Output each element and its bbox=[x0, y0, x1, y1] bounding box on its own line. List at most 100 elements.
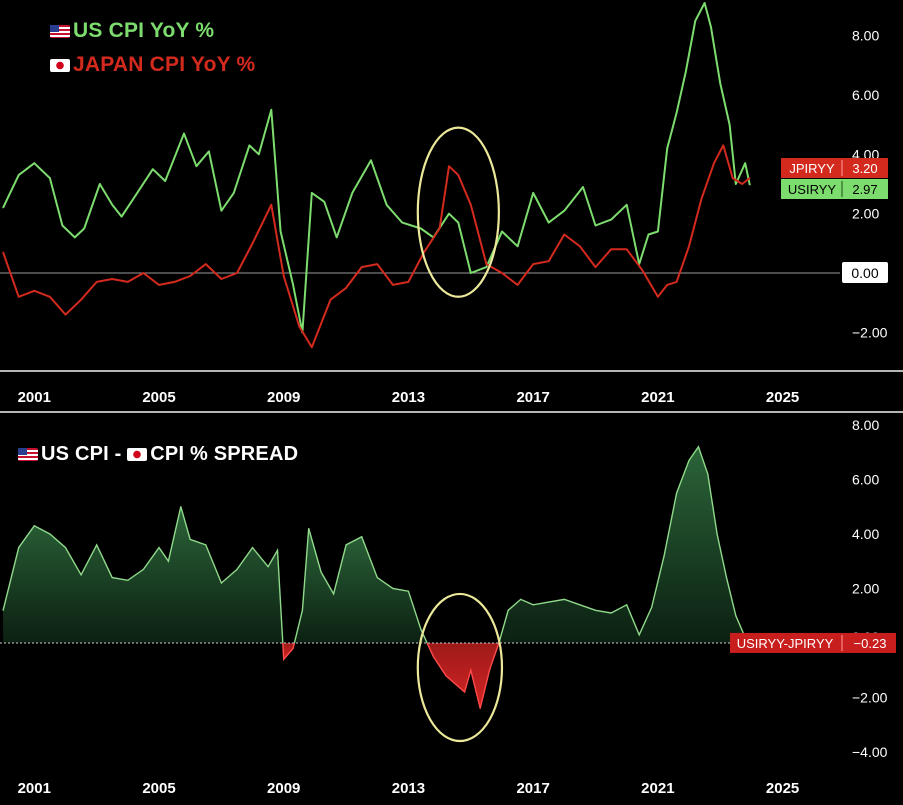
spread-data-point bbox=[292, 647, 294, 650]
data-point-usiryy bbox=[152, 168, 154, 170]
x-tick-label-bottom: 2013 bbox=[392, 780, 425, 797]
data-point-usiryy bbox=[548, 221, 550, 224]
data-point-usiryy bbox=[401, 221, 403, 224]
data-point-usiryy bbox=[647, 233, 650, 236]
data-point-usiryy bbox=[292, 284, 294, 286]
y-tick-label-top: 2.00 bbox=[852, 206, 879, 222]
y-tick-label-bottom: 2.00 bbox=[852, 580, 879, 596]
spread-data-point bbox=[716, 533, 718, 535]
x-tick-label-top: 2025 bbox=[766, 389, 799, 406]
data-point-usiryy bbox=[83, 227, 85, 230]
x-tick-label-bottom: 2005 bbox=[142, 780, 175, 797]
data-point-usiryy bbox=[208, 150, 210, 152]
legend-spread-part2: CPI % SPREAD bbox=[150, 443, 299, 465]
data-point-jpiryy bbox=[376, 263, 378, 265]
data-point-usiryy bbox=[704, 2, 706, 4]
data-point-jpiryy bbox=[722, 144, 724, 147]
data-point-usiryy bbox=[220, 210, 222, 212]
data-point-usiryy bbox=[594, 224, 597, 227]
data-point-usiryy bbox=[111, 204, 113, 206]
spread-data-point bbox=[320, 571, 322, 573]
data-point-usiryy bbox=[258, 153, 260, 155]
spread-data-point bbox=[520, 598, 522, 600]
data-point-usiryy bbox=[501, 230, 503, 233]
spread-data-point bbox=[127, 579, 129, 581]
badge-jpiryy bbox=[781, 158, 888, 178]
spread-data-point bbox=[507, 609, 509, 611]
data-point-jpiryy bbox=[741, 183, 743, 185]
data-point-jpiryy bbox=[470, 204, 472, 206]
y-tick-label-bottom: −4.00 bbox=[852, 744, 888, 760]
data-point-jpiryy bbox=[594, 266, 597, 268]
spread-data-point bbox=[420, 628, 422, 630]
spread-data-point bbox=[80, 574, 82, 576]
data-point-usiryy bbox=[33, 162, 35, 164]
data-point-usiryy bbox=[710, 26, 712, 28]
spread-data-point bbox=[345, 544, 347, 546]
spread-data-point bbox=[205, 544, 207, 546]
badge-name-jpiryy: JPIRYY bbox=[789, 161, 835, 176]
data-point-usiryy bbox=[749, 184, 751, 186]
data-point-usiryy bbox=[61, 224, 63, 227]
data-point-usiryy bbox=[532, 192, 534, 194]
data-point-jpiryy bbox=[407, 281, 410, 283]
data-point-jpiryy bbox=[626, 248, 628, 250]
spread-data-point bbox=[308, 527, 310, 530]
spread-data-point bbox=[2, 609, 4, 611]
spread-area-positive bbox=[498, 446, 748, 643]
data-point-usiryy bbox=[626, 204, 628, 206]
data-point-jpiryy bbox=[532, 263, 534, 265]
data-point-usiryy bbox=[516, 245, 519, 247]
spread-data-point bbox=[333, 593, 335, 595]
spread-data-point bbox=[626, 604, 628, 606]
spread-area-positive bbox=[3, 506, 283, 643]
data-point-jpiryy bbox=[236, 272, 238, 274]
spread-data-point bbox=[479, 707, 481, 709]
y-tick-label-top: 6.00 bbox=[852, 87, 879, 103]
spread-area-positive bbox=[294, 528, 428, 643]
data-point-usiryy bbox=[470, 272, 472, 274]
data-point-jpiryy bbox=[457, 174, 459, 176]
data-point-usiryy bbox=[694, 20, 696, 22]
x-tick-label-top: 2017 bbox=[516, 389, 549, 406]
data-point-jpiryy bbox=[448, 165, 450, 167]
spread-data-point bbox=[392, 587, 394, 590]
x-tick-label-bottom: 2001 bbox=[18, 780, 51, 797]
data-point-usiryy bbox=[136, 192, 138, 194]
data-point-usiryy bbox=[311, 192, 313, 194]
data-point-jpiryy bbox=[749, 177, 751, 179]
data-point-jpiryy bbox=[142, 272, 145, 274]
spread-data-point bbox=[610, 612, 612, 614]
spread-line-positive bbox=[293, 528, 428, 644]
badge-name-spread: USIRYY-JPIRYY bbox=[737, 636, 834, 651]
y-tick-label-bottom: 6.00 bbox=[852, 471, 879, 487]
data-point-jpiryy bbox=[18, 296, 20, 298]
spread-data-point bbox=[707, 473, 709, 475]
spread-data-point bbox=[361, 536, 363, 538]
data-point-usiryy bbox=[164, 180, 166, 182]
data-point-jpiryy bbox=[251, 242, 254, 244]
spread-data-point bbox=[488, 669, 491, 671]
x-tick-label-top: 2001 bbox=[18, 389, 51, 406]
badge-value-jpiryy: 3.20 bbox=[852, 161, 877, 176]
data-point-usiryy bbox=[18, 174, 20, 176]
data-point-jpiryy bbox=[2, 251, 4, 253]
spread-data-point bbox=[283, 658, 285, 660]
spread-data-point bbox=[463, 691, 466, 693]
badge-value-usiryy: 2.97 bbox=[852, 182, 877, 197]
spread-data-point bbox=[189, 538, 191, 541]
legend-spread: US CPI - CPI % SPREAD bbox=[18, 443, 298, 466]
data-point-usiryy bbox=[233, 192, 235, 194]
data-point-jpiryy bbox=[700, 198, 703, 200]
data-point-usiryy bbox=[563, 210, 565, 212]
y-tick-label-bottom: 8.00 bbox=[852, 417, 879, 433]
data-point-usiryy bbox=[657, 230, 659, 233]
spread-data-point bbox=[301, 609, 304, 611]
data-point-usiryy bbox=[2, 207, 4, 209]
spread-area-negative bbox=[427, 643, 499, 709]
data-point-usiryy bbox=[666, 147, 668, 149]
spread-data-point bbox=[64, 546, 67, 549]
spread-data-point bbox=[563, 598, 565, 600]
data-point-usiryy bbox=[270, 109, 272, 111]
